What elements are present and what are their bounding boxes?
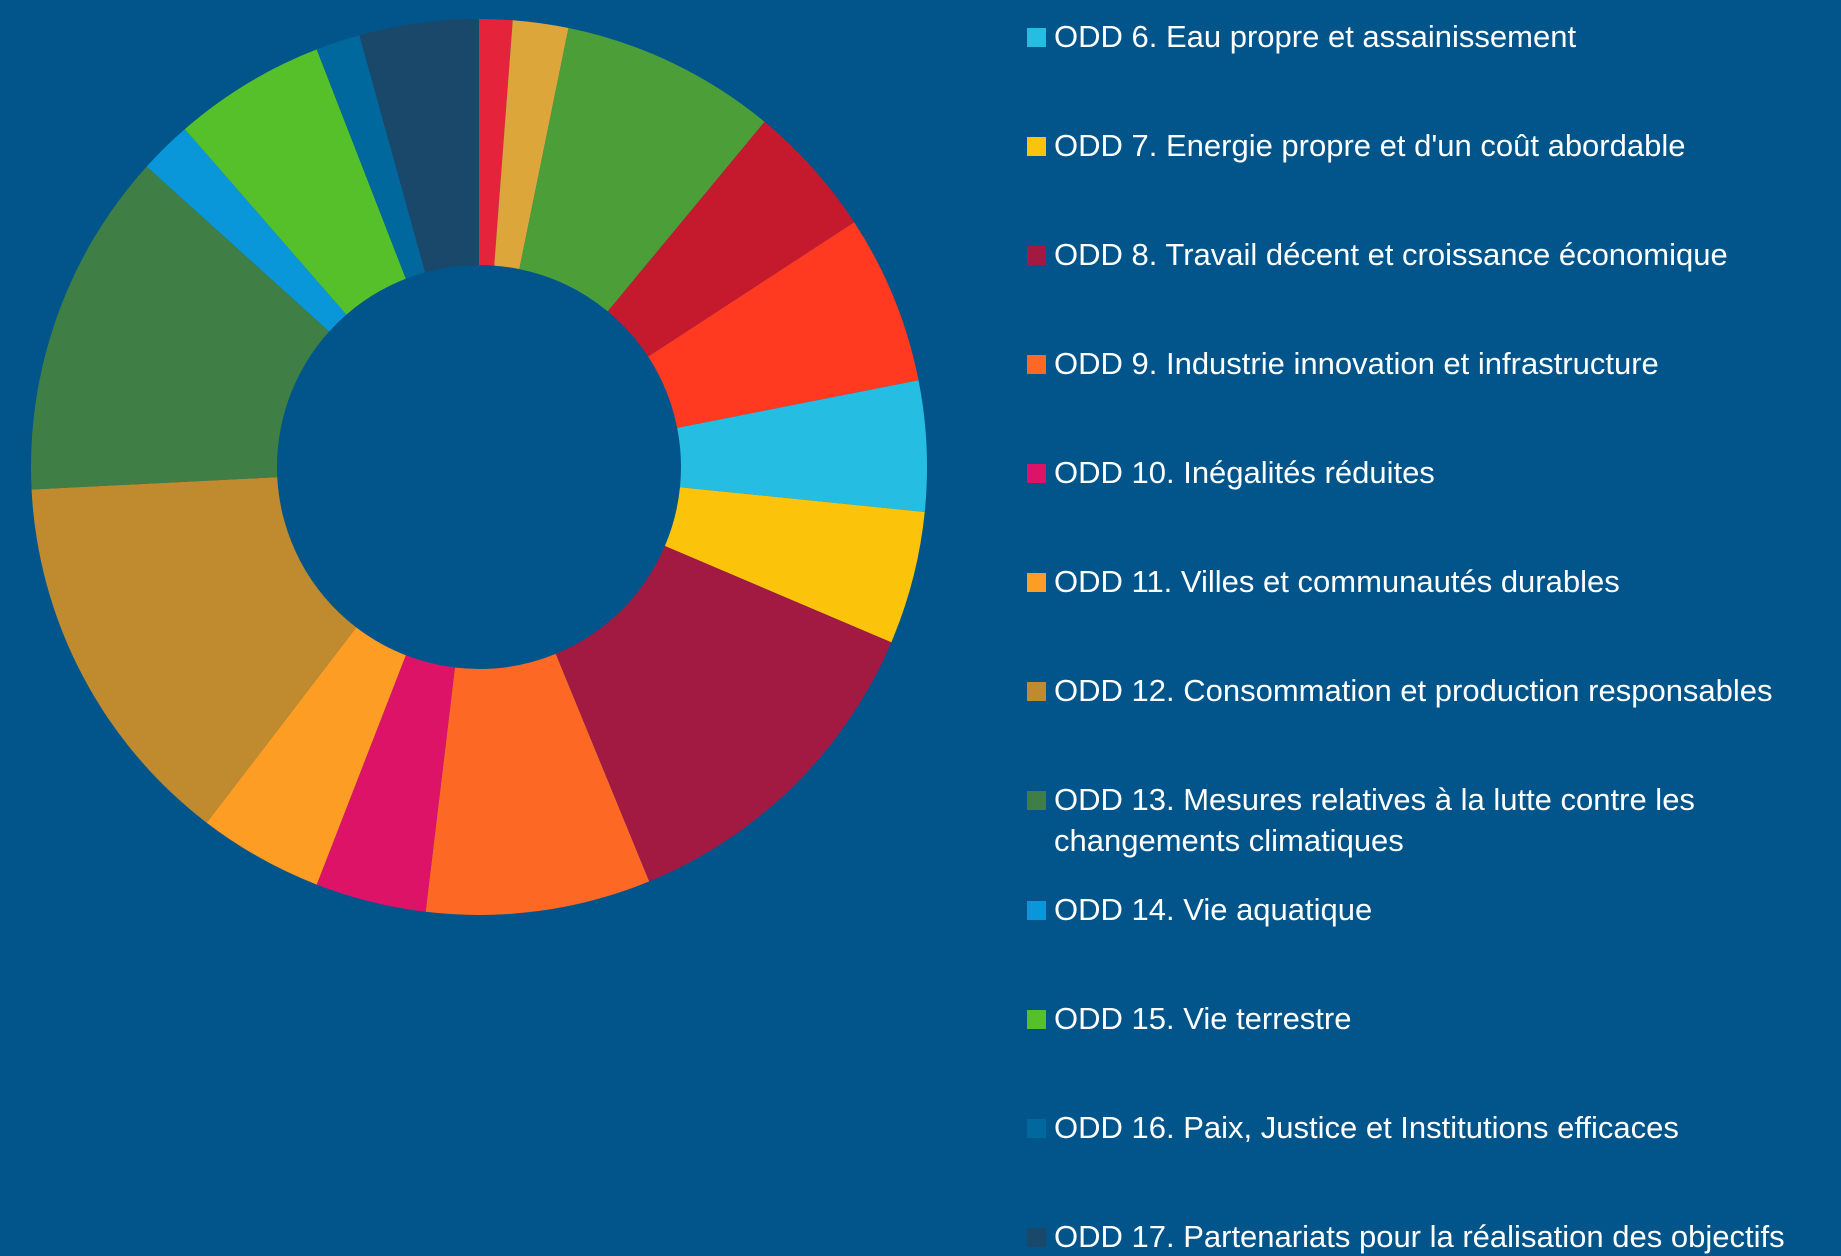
- legend-label: ODD 14. Vie aquatique: [1054, 892, 1373, 927]
- donut-slice: [425, 653, 650, 916]
- donut-slice: [648, 222, 919, 428]
- donut-slice: [146, 129, 347, 332]
- donut-slice: [479, 19, 513, 266]
- legend-swatch: [1027, 1119, 1046, 1138]
- legend-label: ODD 13. Mesures relatives à la lutte con…: [1054, 782, 1695, 858]
- legend-swatch: [1027, 1010, 1046, 1029]
- legend: ODD 6. Eau propre et assainissement ODD 7…: [1024, 0, 1841, 1256]
- donut-slice: [31, 166, 330, 490]
- donut-slice: [206, 627, 406, 885]
- donut-slice: [607, 121, 855, 357]
- legend-swatch: [1027, 137, 1046, 156]
- donut-chart: [31, 19, 927, 916]
- donut-slice: [677, 380, 927, 512]
- donut-slice: [316, 655, 455, 912]
- donut-slice: [316, 35, 426, 279]
- legend-label: ODD 15. Vie terrestre: [1054, 1001, 1352, 1036]
- legend-label: ODD 6. Eau propre et assainissement: [1054, 19, 1577, 54]
- legend-swatch: [1027, 464, 1046, 483]
- legend-label: ODD 16. Paix, Justice et Institutions ef…: [1054, 1110, 1679, 1145]
- donut-slice: [664, 487, 925, 643]
- legend-swatch: [1027, 682, 1046, 701]
- legend-label: ODD 12. Consommation et production respo…: [1054, 673, 1773, 708]
- legend-swatch: [1027, 791, 1046, 810]
- donut-slice: [555, 546, 892, 882]
- legend-label: ODD 8. Travail décent et croissance écon…: [1054, 237, 1728, 272]
- legend-swatch: [1027, 355, 1046, 374]
- donut-slice: [494, 20, 569, 270]
- legend-swatch: [1027, 901, 1046, 920]
- donut-slice: [184, 49, 406, 315]
- legend-swatch: [1027, 573, 1046, 592]
- legend-label: ODD 10. Inégalités réduites: [1054, 455, 1435, 490]
- legend-swatch: [1027, 246, 1046, 265]
- donut-slice: [31, 477, 357, 823]
- legend-label: ODD 9. Industrie innovation et infrastru…: [1054, 346, 1659, 381]
- legend-swatch: [1027, 28, 1046, 47]
- donut-slice: [519, 28, 765, 312]
- legend-label: ODD 7. Energie propre et d'un coût abord…: [1054, 128, 1686, 163]
- donut-slice: [359, 19, 479, 273]
- legend-label: ODD 11. Villes et communautés durables: [1054, 564, 1620, 599]
- legend-swatch: [1027, 1228, 1046, 1247]
- legend-label: ODD 17. Partenariats pour la réalisation…: [1054, 1219, 1785, 1254]
